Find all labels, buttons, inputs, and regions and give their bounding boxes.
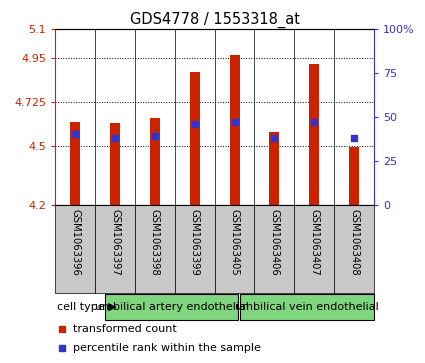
- Bar: [294, 205, 334, 293]
- Bar: [230, 56, 240, 205]
- Bar: [55, 205, 95, 293]
- Bar: [70, 122, 80, 205]
- Bar: [105, 294, 238, 320]
- Text: GSM1063399: GSM1063399: [190, 209, 200, 276]
- Bar: [349, 147, 359, 205]
- Bar: [150, 118, 160, 205]
- Bar: [334, 205, 374, 293]
- Text: umbilical vein endothelial: umbilical vein endothelial: [235, 302, 379, 312]
- Text: GSM1063398: GSM1063398: [150, 209, 160, 276]
- Bar: [269, 132, 279, 205]
- Text: GSM1063408: GSM1063408: [349, 209, 359, 276]
- Text: GSM1063396: GSM1063396: [70, 209, 80, 276]
- Bar: [215, 205, 255, 293]
- Title: GDS4778 / 1553318_at: GDS4778 / 1553318_at: [130, 12, 300, 28]
- Bar: [190, 72, 200, 205]
- Bar: [110, 123, 120, 205]
- Text: transformed count: transformed count: [73, 324, 176, 334]
- Text: GSM1063407: GSM1063407: [309, 209, 319, 276]
- Bar: [309, 64, 319, 205]
- Text: GSM1063397: GSM1063397: [110, 209, 120, 276]
- Bar: [255, 205, 294, 293]
- Bar: [175, 205, 215, 293]
- Bar: [95, 205, 135, 293]
- Bar: [240, 294, 374, 320]
- Text: cell type ▶: cell type ▶: [57, 302, 116, 312]
- Text: percentile rank within the sample: percentile rank within the sample: [73, 343, 261, 353]
- Text: umbilical artery endothelial: umbilical artery endothelial: [94, 302, 249, 312]
- Text: GSM1063405: GSM1063405: [230, 209, 240, 276]
- Bar: [135, 205, 175, 293]
- Text: GSM1063406: GSM1063406: [269, 209, 279, 276]
